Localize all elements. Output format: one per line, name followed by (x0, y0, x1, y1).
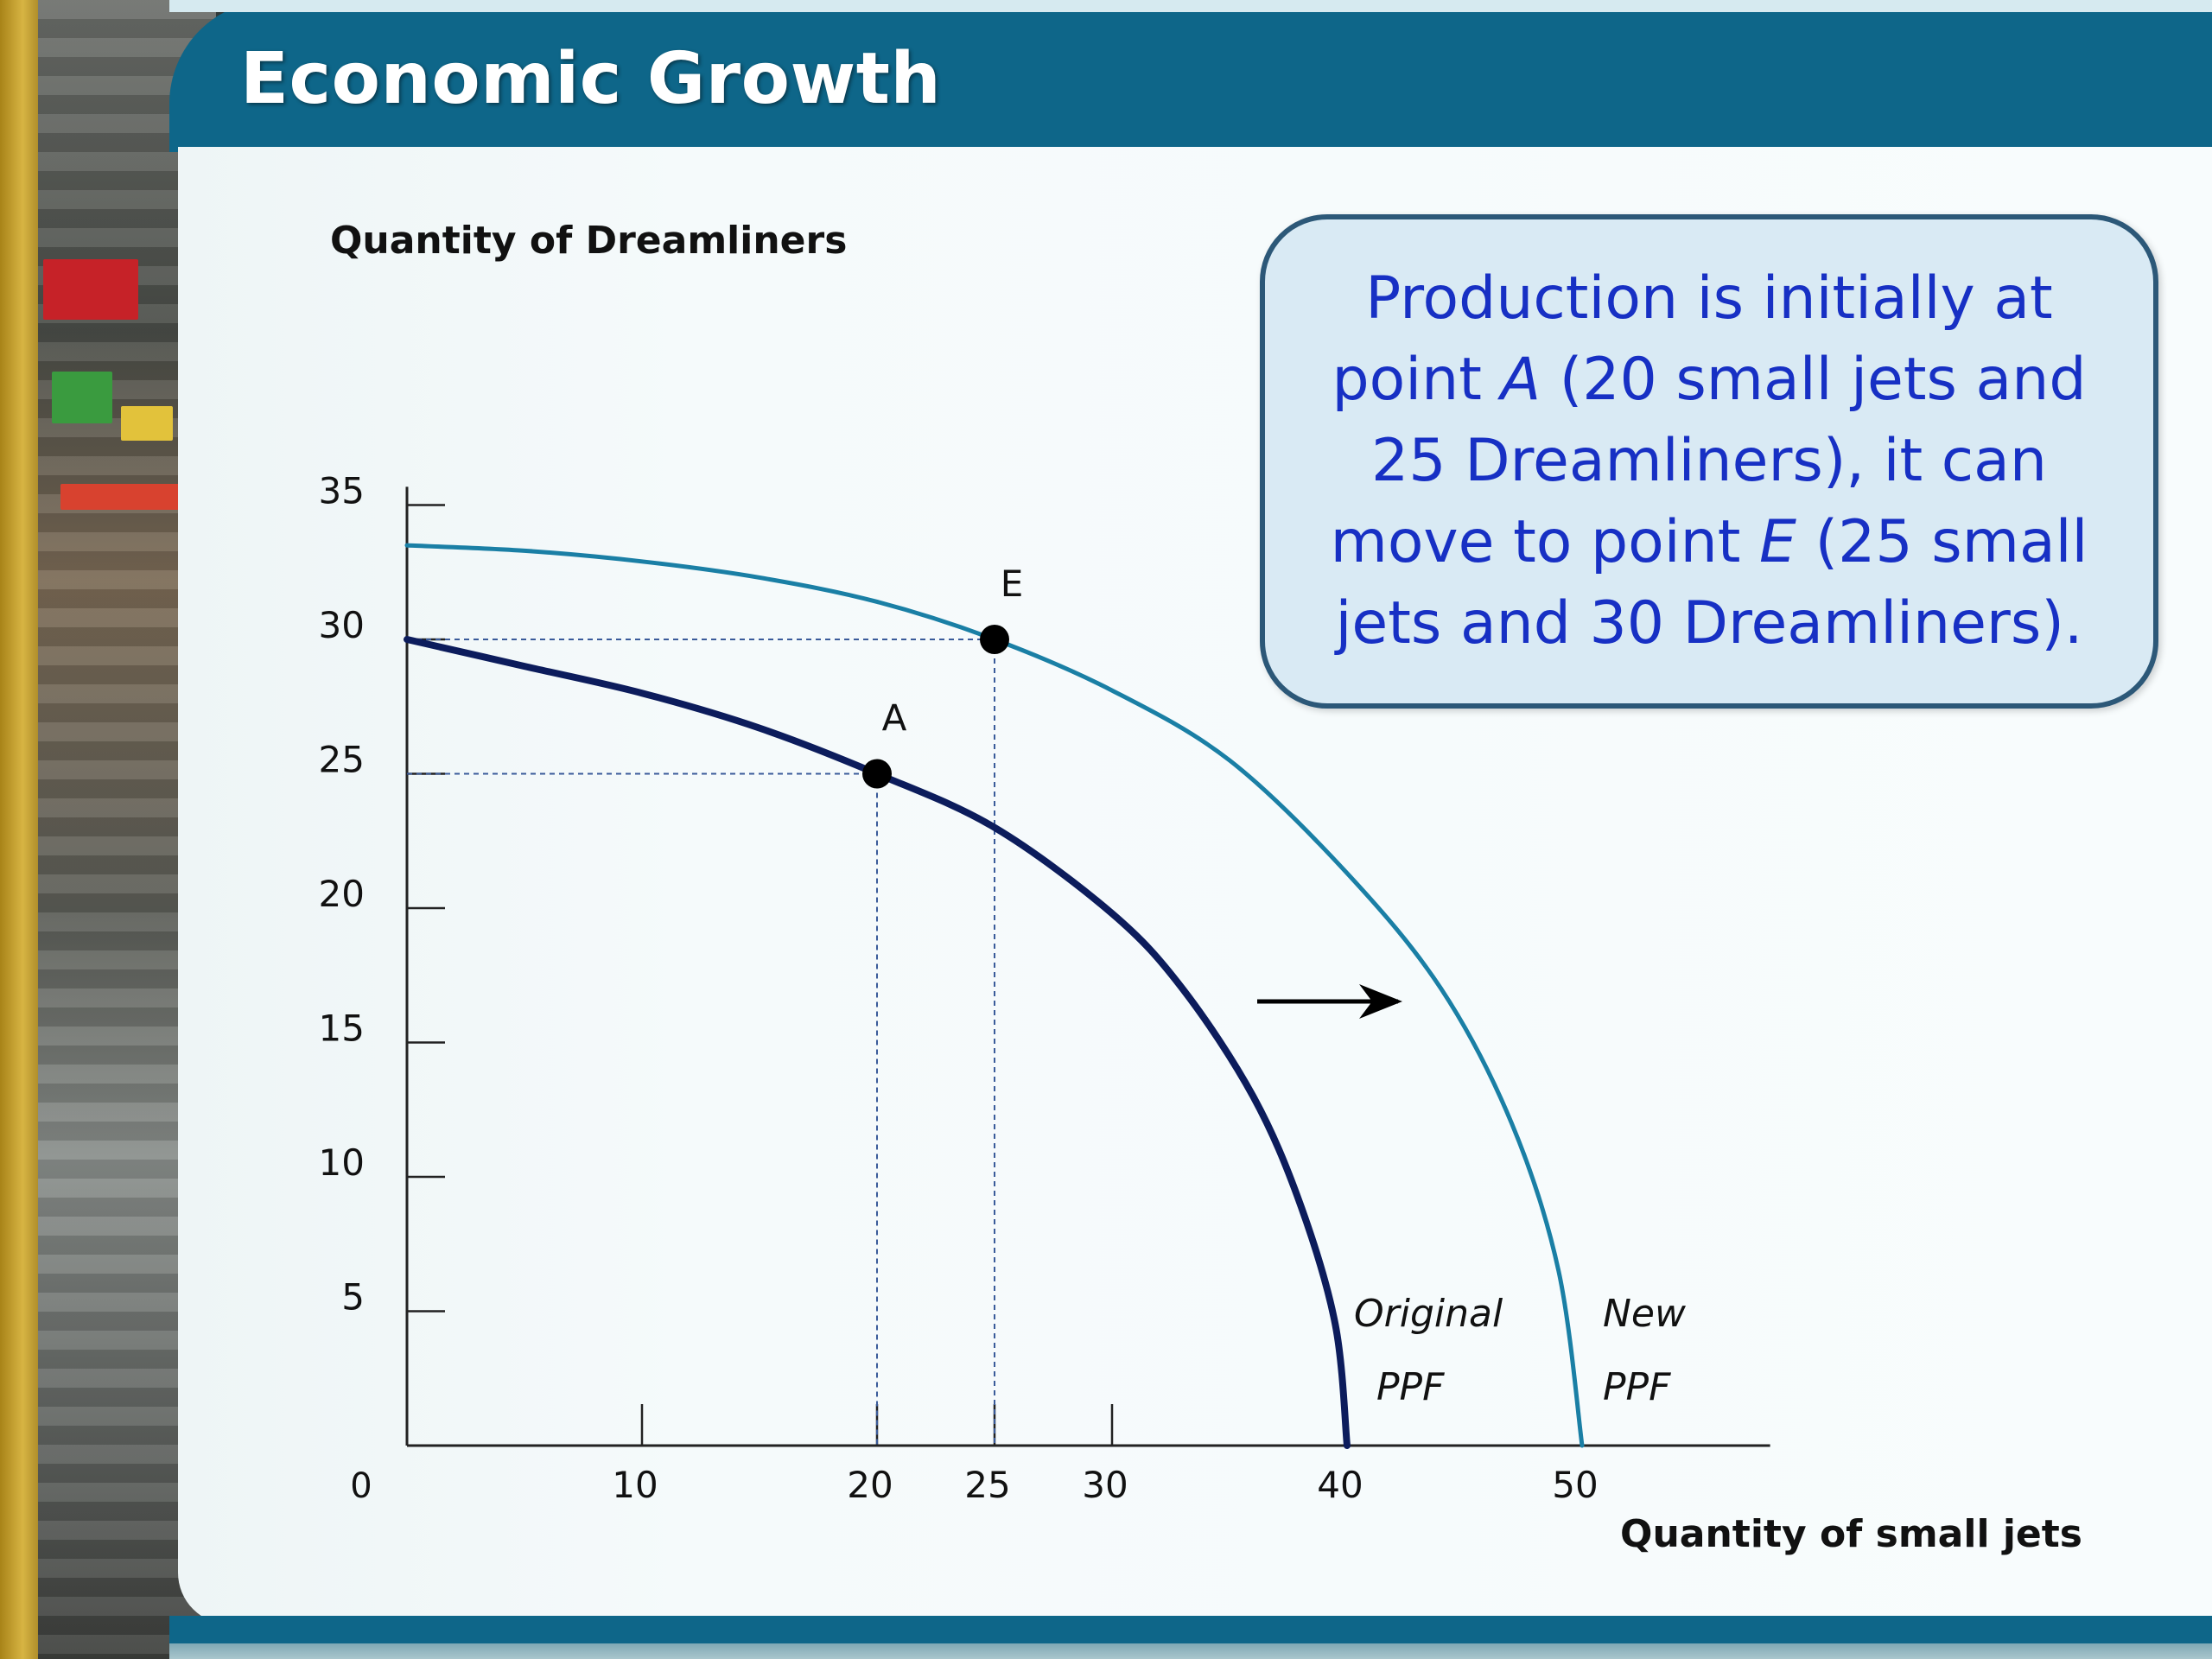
slide-title: Economic Growth (240, 38, 942, 120)
data-point-e (980, 625, 1009, 654)
ppf-label-line1: New (1603, 1292, 1687, 1336)
ppf-curve-original (404, 636, 1351, 1449)
y-tick-label: 35 (319, 470, 365, 512)
origin-label: 0 (350, 1466, 372, 1506)
x-tick-label: 20 (847, 1464, 893, 1506)
y-tick-label: 20 (319, 873, 365, 915)
slide-header-band (169, 0, 2212, 152)
y-tick-label: 10 (319, 1141, 365, 1184)
point-label-e: E (1001, 563, 1024, 605)
x-tick-label: 10 (612, 1464, 658, 1506)
y-tick-label: 30 (319, 604, 365, 646)
neon-sign-decoration (43, 259, 138, 320)
callout-box: Production is initially at point A (20 s… (1260, 214, 2158, 709)
callout-text-before: Production is initially at point (1332, 264, 2053, 414)
x-axis-label: Quantity of small jets (1620, 1512, 2082, 1556)
ppf-label-line1: Original (1354, 1292, 1503, 1336)
x-tick-label: 50 (1552, 1464, 1598, 1506)
ppf-label-line2: PPF (1603, 1365, 1671, 1409)
x-tick-label: 40 (1317, 1464, 1363, 1506)
data-point-a (862, 759, 892, 789)
neon-sign-decoration (121, 406, 173, 441)
ppf-curve-new (404, 543, 1585, 1448)
x-tick-label: 30 (1082, 1464, 1128, 1506)
slide-bottom-band (169, 1616, 2212, 1659)
y-tick-label: 5 (341, 1276, 365, 1319)
y-tick-label: 15 (319, 1007, 365, 1050)
callout-point-e: E (1759, 508, 1796, 576)
neon-sign-decoration (60, 484, 199, 510)
ppf-label-line2: PPF (1376, 1365, 1445, 1409)
point-label-a: A (882, 697, 907, 740)
callout-text-middle: (20 small jets and 25 Dreamliners), it c… (1330, 346, 2087, 576)
y-axis-label: Quantity of Dreamliners (330, 219, 847, 263)
x-tick-label: 25 (964, 1464, 1010, 1506)
callout-text-after: (25 small jets and 30 Dreamliners). (1335, 508, 2088, 658)
y-tick-label: 25 (319, 739, 365, 781)
gold-border-strip (0, 0, 38, 1659)
callout-point-a: A (1500, 346, 1541, 414)
neon-sign-decoration (52, 372, 112, 423)
callout-text: Production is initially at point A (20 s… (1265, 258, 2153, 664)
